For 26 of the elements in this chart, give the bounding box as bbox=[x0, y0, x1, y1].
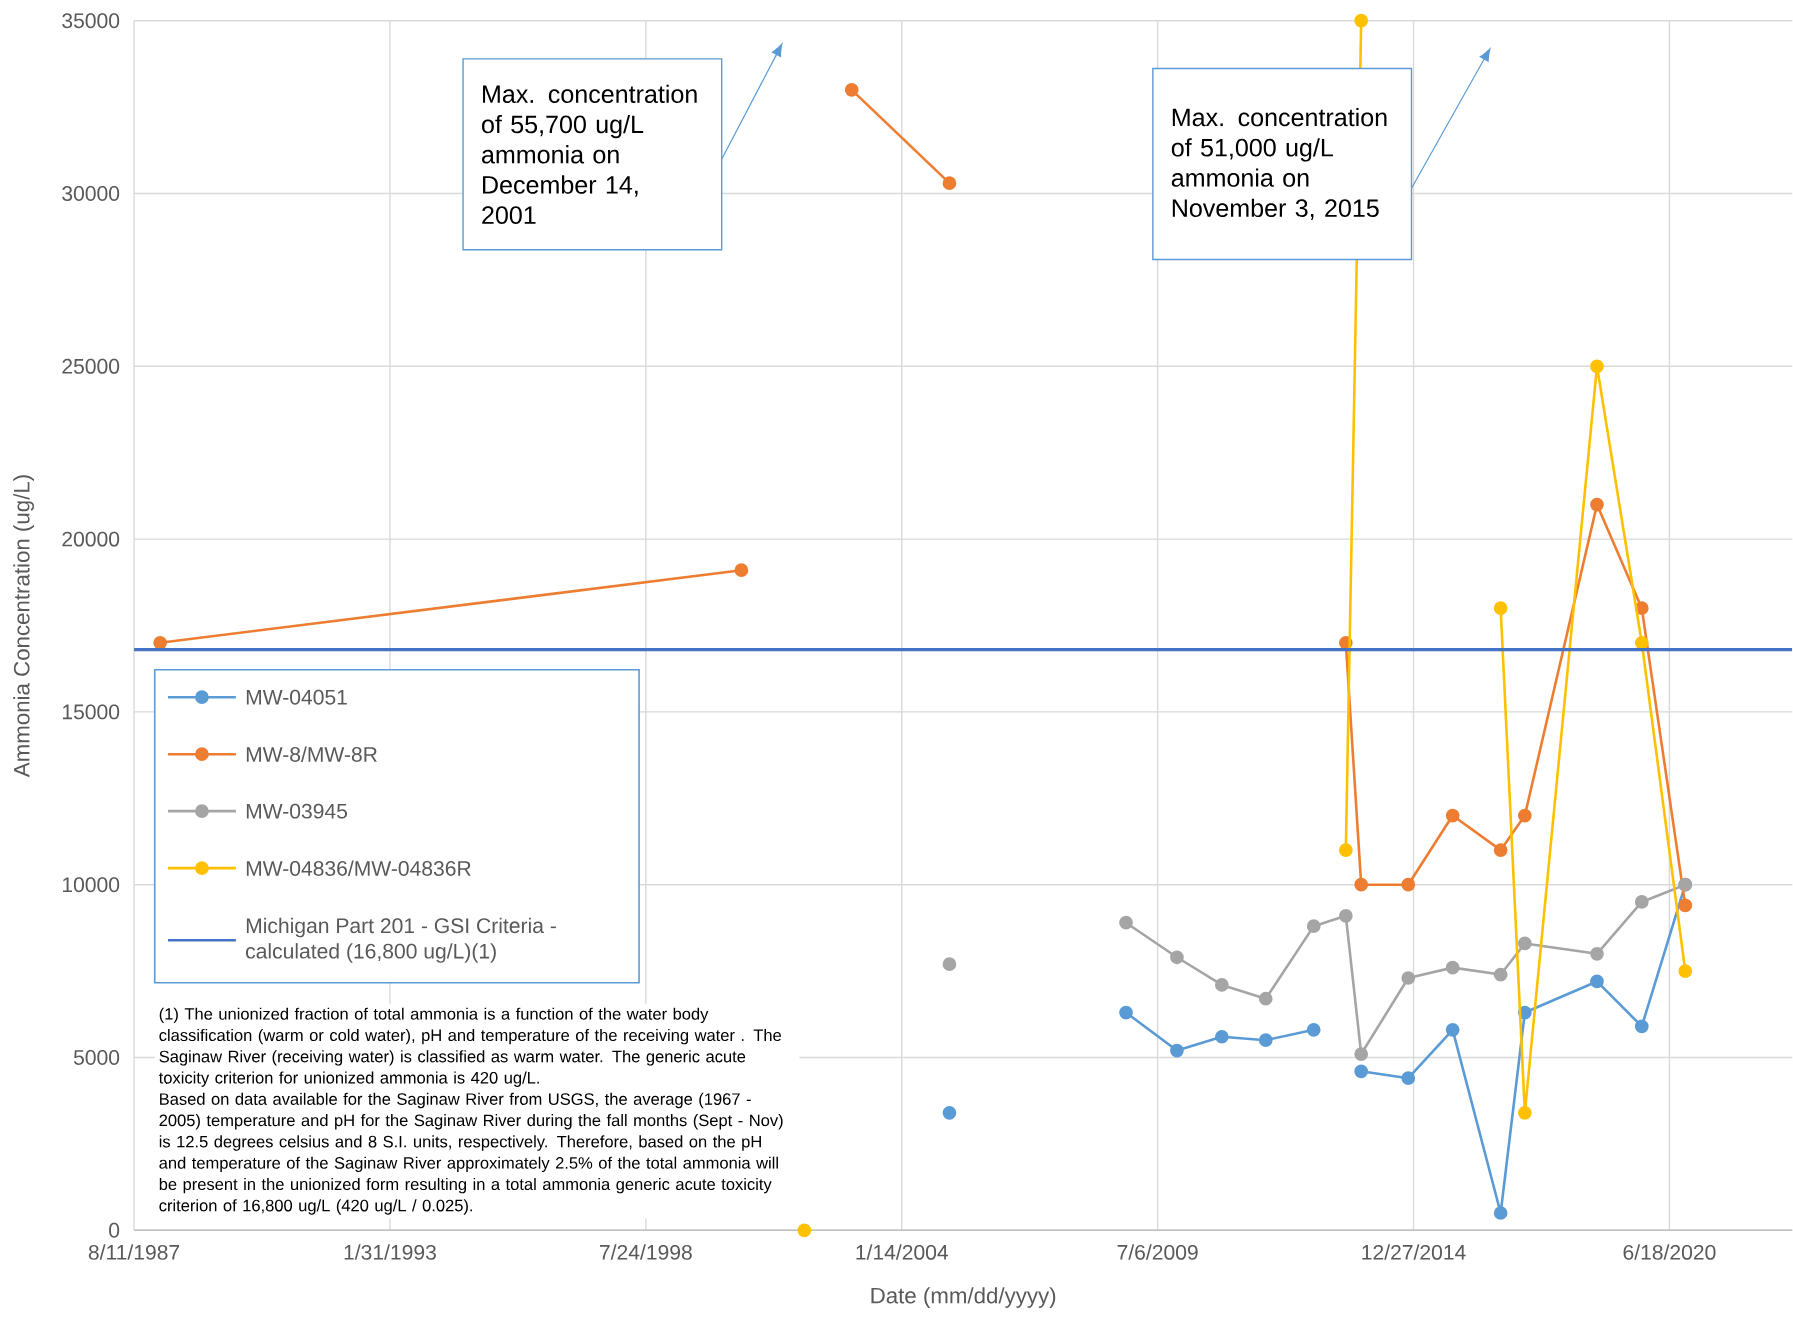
annotation: Max. concentration of 55,700 ug/L ammonia on December 14, 2001 bbox=[482, 84, 697, 224]
x-tick-label: 1/31/1993 bbox=[344, 1244, 436, 1260]
x-tick-label: 1/14/2004 bbox=[856, 1244, 949, 1260]
x-tick-label: 6/18/2020 bbox=[1623, 1244, 1716, 1260]
x-axis-title: Date (mm/dd/yyyy) bbox=[871, 1287, 1056, 1308]
legend-label: Michigan Part 201 - GSI Criteria - calculated (16,800 ug/L)(1) bbox=[246, 917, 556, 963]
x-tick-label: 8/11/1987 bbox=[88, 1244, 180, 1260]
legend-label: MW-04836/MW-04836R bbox=[246, 860, 471, 876]
x-tick-label: 12/27/2014 bbox=[1362, 1244, 1466, 1260]
y-tick-label: 5000 bbox=[73, 1049, 120, 1065]
y-tick-label: 15000 bbox=[62, 704, 120, 720]
y-tick-label: 25000 bbox=[62, 358, 120, 374]
annotation: Max. concentration of 51,000 ug/L ammonia on November 3, 2015 bbox=[1171, 107, 1387, 220]
legend-label: MW-04051 bbox=[246, 689, 347, 705]
y-tick-label: 0 bbox=[109, 1222, 120, 1238]
annotation: (1) The unionized fraction of total ammonia is a function of the water body classification (warm or cold water), pH and temperature of the receiving water . The Saginaw River (receiving water) is classified as warm water. The generic acute toxicity criterion for unionized ammonia is 420 ug/L. bbox=[158, 1007, 782, 1087]
y-tick-label: 10000 bbox=[62, 877, 120, 893]
x-tick-label: 7/6/2009 bbox=[1117, 1244, 1198, 1260]
x-tick-label: 7/24/1998 bbox=[599, 1244, 692, 1260]
legend-label: MW-8/MW-8R bbox=[246, 746, 377, 762]
y-axis-title: Ammonia Concentration (ug/L) bbox=[13, 475, 35, 778]
y-tick-label: 20000 bbox=[62, 531, 120, 547]
legend-label: MW-03945 bbox=[246, 803, 348, 819]
annotation: Based on data available for the Saginaw River from USGS, the average (1967 - 2005) temperature and pH for the Saginaw River during the fall months (Sept - Nov) is 12.5 degrees celsius and 8 S.I. units, respectively. Therefore, based on the pH and temperature of the Saginaw River approximately 2.5% of the total ammonia will be present in the unionized form resulting in a total ammonia generic acute toxicity criterion of 16,800 ug/L (420 ug/L / 0.025). bbox=[159, 1092, 783, 1215]
y-tick-label: 30000 bbox=[62, 185, 120, 201]
y-tick-label: 35000 bbox=[62, 13, 120, 29]
